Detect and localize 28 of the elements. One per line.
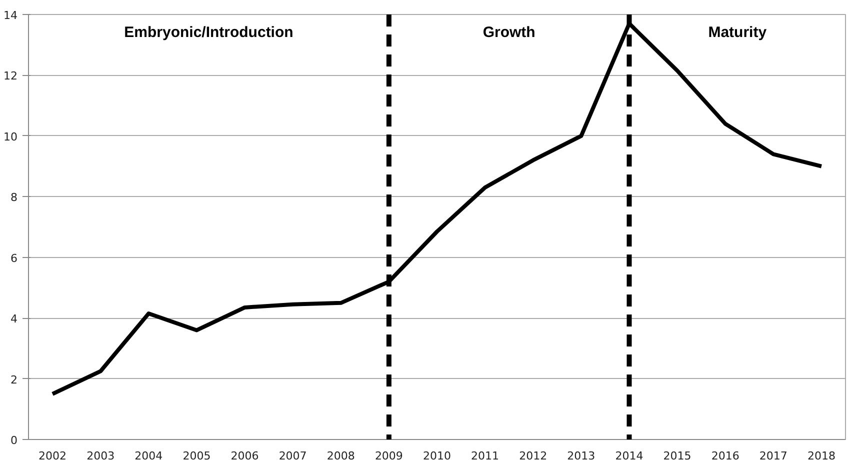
y-tick-label: 8 bbox=[10, 191, 18, 204]
x-tick-label: 2002 bbox=[38, 450, 67, 462]
x-tick-label: 2010 bbox=[423, 450, 452, 462]
x-tick-label: 2005 bbox=[182, 450, 211, 462]
y-tick-label: 6 bbox=[10, 252, 18, 265]
y-tick-label: 2 bbox=[10, 373, 18, 386]
x-tick-label: 2003 bbox=[86, 450, 115, 462]
x-tick-label: 2014 bbox=[615, 450, 644, 462]
annotation: Embryonic/Introduction bbox=[124, 24, 294, 42]
x-tick-label: 2011 bbox=[471, 450, 500, 462]
y-tick-label: 14 bbox=[4, 9, 18, 22]
x-tick-label: 2008 bbox=[326, 450, 355, 462]
y-tick-label: 12 bbox=[4, 70, 18, 83]
x-tick-label: 2017 bbox=[759, 450, 788, 462]
x-tick-label: 2004 bbox=[134, 450, 163, 462]
x-tick-label: 2013 bbox=[567, 450, 596, 462]
annotation: Growth bbox=[482, 24, 536, 42]
x-tick-label: 2006 bbox=[230, 450, 259, 462]
y-tick-label: 4 bbox=[10, 312, 18, 326]
x-tick-label: 2015 bbox=[663, 450, 692, 462]
x-tick-label: 2009 bbox=[374, 450, 403, 462]
x-tick-label: 2007 bbox=[278, 450, 307, 462]
x-tick-label: 2012 bbox=[519, 450, 548, 462]
x-tick-label: 2018 bbox=[807, 450, 836, 462]
annotation: Maturity bbox=[708, 24, 768, 42]
y-tick-label: 0 bbox=[10, 434, 18, 447]
y-tick-label: 10 bbox=[4, 130, 18, 144]
x-tick-label: 2016 bbox=[711, 450, 740, 462]
